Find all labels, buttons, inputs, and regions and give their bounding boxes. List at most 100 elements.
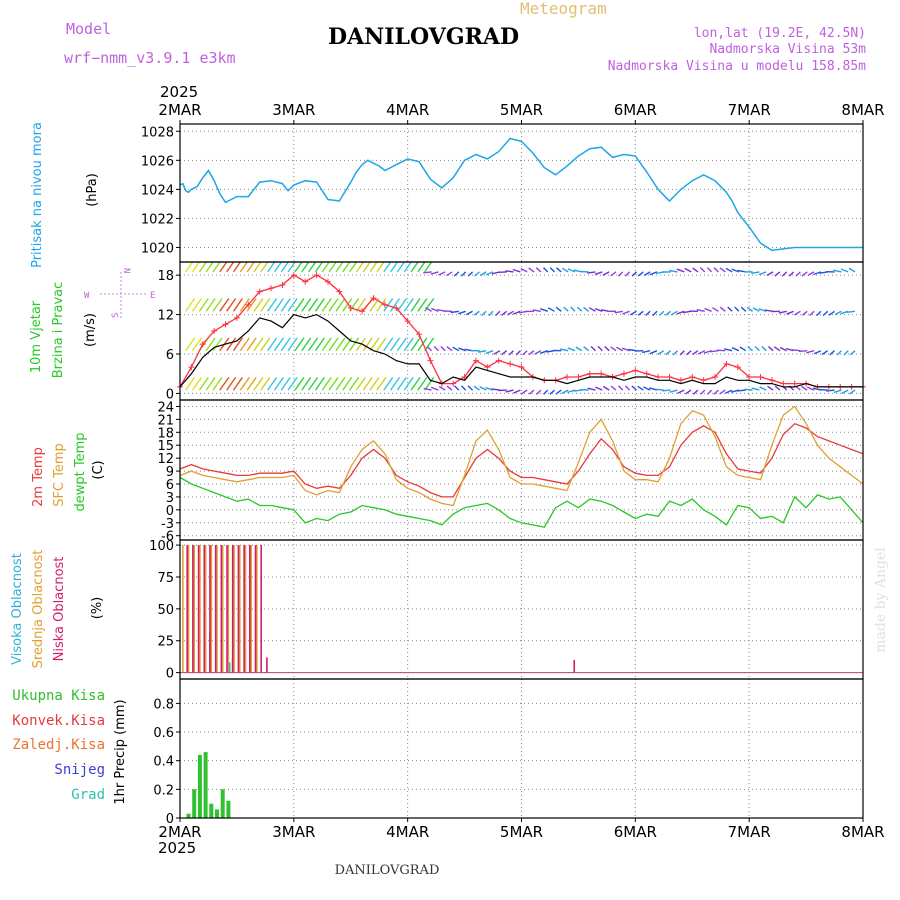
wind-barb — [219, 262, 228, 273]
wind-barb — [185, 262, 194, 273]
wind-barb — [555, 267, 562, 273]
wind-barb — [349, 262, 358, 273]
bottom-year: 2025 — [158, 839, 196, 857]
wind-barb — [848, 267, 856, 273]
wind-barb — [369, 337, 380, 352]
wind-barb — [507, 310, 514, 316]
wind-barb — [473, 310, 480, 316]
wind-series-label-2: Brzina i Pravac — [51, 282, 66, 379]
y-tick-label: 15 — [157, 439, 174, 454]
wind-barb — [692, 267, 699, 273]
wind-barb — [637, 310, 644, 316]
wind-barb — [294, 262, 303, 273]
wind-barb — [549, 267, 555, 273]
wind-barb — [467, 271, 474, 277]
wind-barb — [253, 376, 264, 391]
wind-barb — [547, 307, 555, 312]
wind-barb — [212, 337, 223, 352]
precip-snow-label: Snijeg — [54, 762, 105, 778]
wind-barb — [383, 337, 394, 352]
gust-marker — [712, 374, 719, 380]
wind-barb — [328, 376, 339, 391]
wind-barb — [821, 350, 829, 356]
x-tick-label-bottom: 2MAR — [158, 823, 201, 841]
wind-barb — [458, 310, 466, 315]
wind-barb — [806, 386, 815, 391]
wind-barb — [610, 385, 617, 391]
precip-convective-label: Konvek.Kisa — [12, 713, 105, 729]
temperature-unit-label: (C) — [91, 460, 106, 479]
wind-barb — [485, 350, 494, 355]
y-tick-label: 12 — [157, 309, 174, 324]
wind-barb — [781, 271, 788, 277]
wind-barb — [643, 271, 651, 277]
direction-east: E — [150, 291, 155, 301]
wind-barb — [624, 271, 631, 277]
wind-barb — [560, 348, 569, 352]
wind-barb — [522, 350, 528, 356]
y-tick-label: 0.2 — [153, 783, 174, 798]
wind-barb — [731, 268, 740, 273]
gust-marker — [324, 278, 331, 285]
wind-barb — [719, 306, 726, 312]
wind-barb — [328, 298, 339, 312]
wind-barb — [604, 345, 610, 352]
wind-barb — [505, 270, 514, 273]
wind-barb — [816, 310, 822, 317]
wind-barb — [846, 310, 856, 313]
wind-barb — [403, 298, 414, 312]
wind-barb — [246, 376, 257, 391]
wind-barb — [355, 262, 365, 273]
wind-barb — [308, 262, 317, 273]
wind-barb — [826, 389, 835, 392]
wind-barb — [528, 267, 535, 273]
gust-marker — [370, 295, 377, 302]
wind-barb — [834, 310, 842, 316]
axes: 10201022102410261028061218-6-30369121518… — [141, 101, 885, 841]
wind-barb — [704, 307, 712, 312]
wind-barb — [185, 337, 196, 352]
wind-barb — [652, 310, 658, 317]
coords-text: lon,lat (19.2E, 42.5N) — [694, 26, 866, 41]
wind-barb — [369, 262, 378, 273]
wind-barb — [314, 376, 325, 391]
gust-marker — [598, 370, 605, 377]
wind-barb — [308, 376, 319, 391]
dewpoint-line — [179, 476, 864, 528]
wind-barb — [446, 271, 453, 277]
wind-barb — [692, 350, 699, 356]
gust-marker — [393, 305, 400, 311]
wind-barb — [505, 389, 514, 393]
gust-marker — [416, 331, 423, 338]
wind-barb — [212, 376, 223, 391]
wind-barb — [594, 307, 603, 312]
gust-marker — [290, 272, 297, 279]
wind-barb — [301, 262, 310, 273]
wind-barb — [403, 262, 413, 273]
wind-barb — [761, 345, 767, 352]
wind-barb — [198, 298, 209, 312]
app-title: Meteogram — [520, 0, 607, 18]
wind-barb — [454, 385, 460, 391]
precip-bar — [209, 803, 214, 818]
wind-barb — [513, 389, 521, 394]
wind-barb — [480, 271, 487, 277]
gust-marker — [450, 380, 457, 387]
wind-barb — [795, 271, 801, 277]
wind-barb — [676, 310, 685, 315]
wind-barb — [294, 376, 305, 391]
wind-barb — [676, 268, 685, 273]
dewpt-label: dewpt Temp — [73, 432, 88, 511]
y-tick-label: 24 — [157, 400, 174, 415]
y-tick-label: 0 — [166, 387, 174, 402]
wind-barb — [403, 337, 414, 352]
model-label: Model — [66, 20, 111, 38]
wind-barb — [446, 346, 453, 352]
gust-marker — [655, 374, 662, 380]
cloud-low-label: Niska Oblacnost — [52, 557, 67, 662]
wind-barb — [716, 349, 726, 352]
wind-barb — [342, 376, 353, 391]
precip-labels: Ukupna Kisa Konvek.Kisa Zaledj.Kisa Snij… — [12, 688, 128, 805]
wind-barb — [417, 337, 428, 352]
